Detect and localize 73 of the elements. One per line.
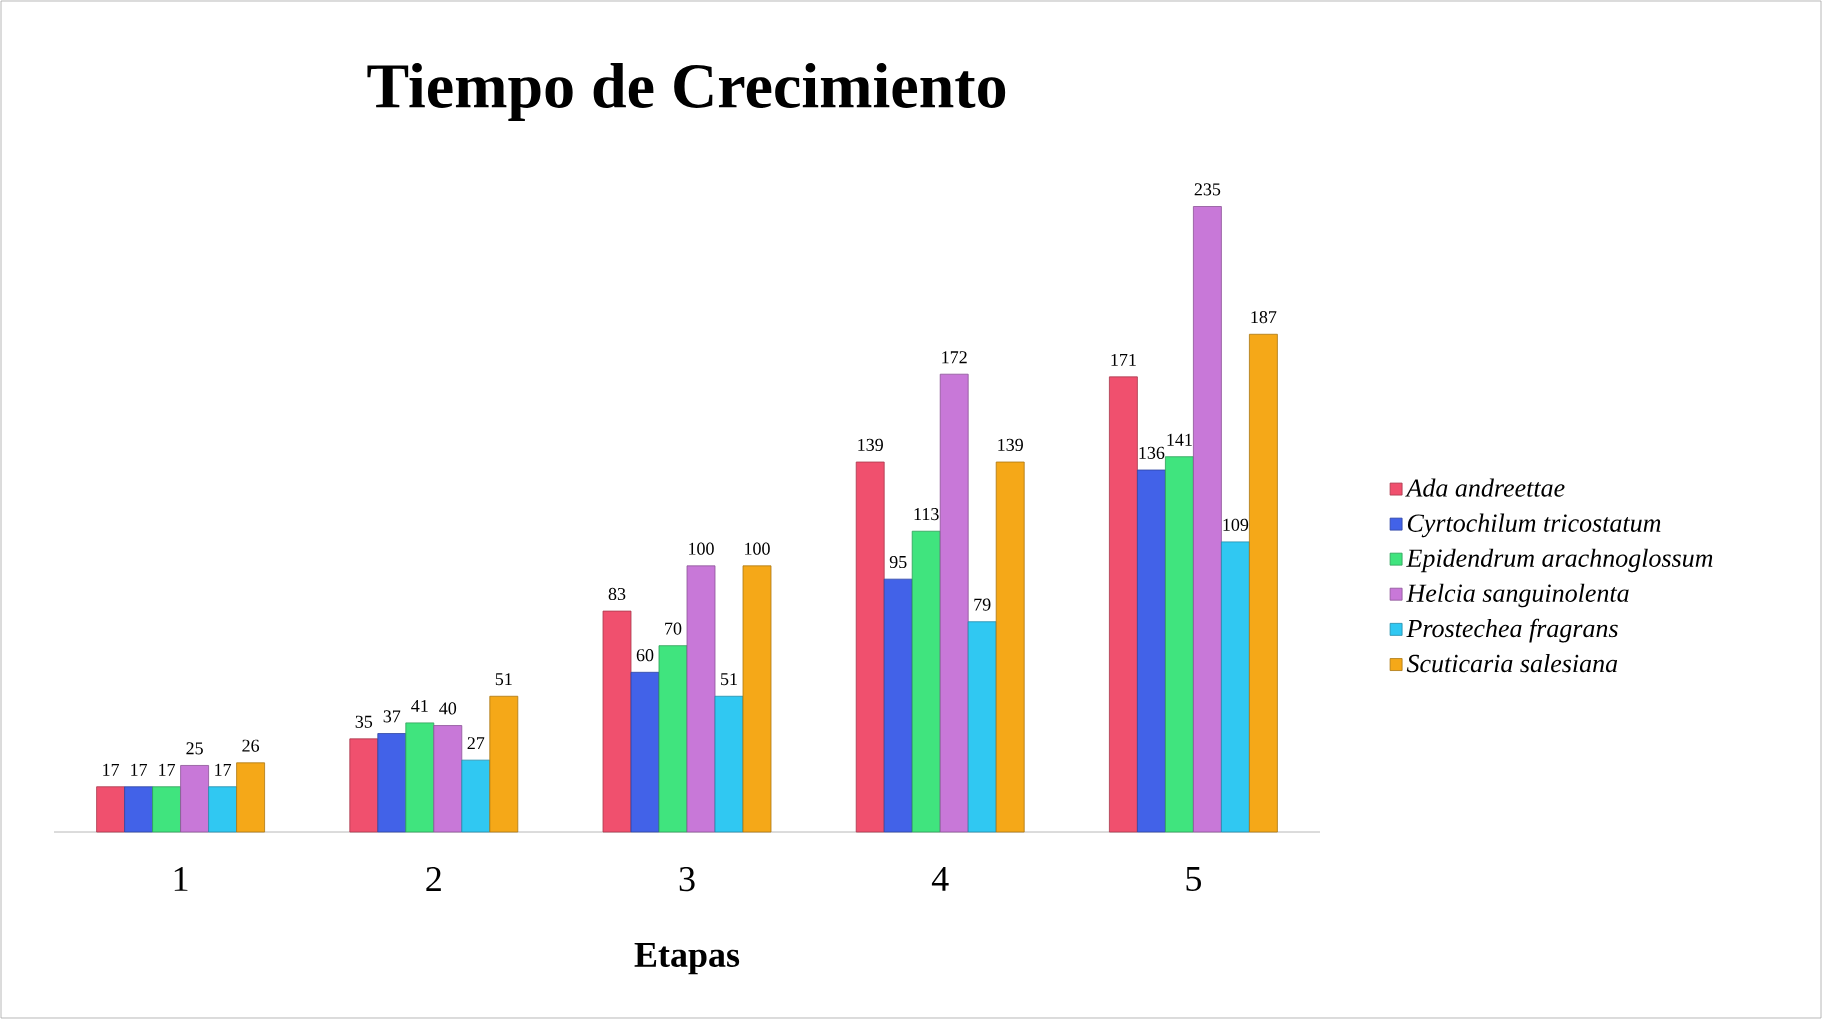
data-label: 79 (974, 598, 991, 611)
data-label: 139 (998, 438, 1023, 451)
data-label: 95 (889, 555, 907, 569)
bar (461, 759, 491, 833)
data-label: 17 (103, 763, 120, 776)
bar (1109, 376, 1138, 833)
data-label: 139 (858, 438, 883, 451)
bar (124, 786, 153, 833)
bar (180, 765, 209, 833)
bar (602, 610, 632, 833)
data-label: 51 (721, 673, 737, 686)
data-label: 40 (439, 702, 457, 715)
bar (1249, 333, 1278, 833)
data-label: 60 (636, 649, 654, 662)
bar (686, 565, 716, 833)
legend-label: Cyrtochilum tricostatum (1407, 513, 1661, 538)
data-label: 41 (411, 699, 428, 712)
bar (96, 786, 125, 833)
data-label: 136 (1139, 446, 1165, 459)
bar (742, 565, 772, 833)
x-axis-title: Etapas (634, 943, 740, 975)
data-label: 141 (1167, 433, 1192, 446)
data-label: 70 (665, 622, 682, 635)
legend-label: Epidendrum arachnoglossum (1406, 548, 1713, 573)
bar (1165, 456, 1194, 833)
data-label: 100 (689, 542, 714, 555)
bar (939, 373, 969, 833)
data-label: 113 (914, 508, 939, 521)
data-label: 100 (745, 542, 770, 555)
bar (405, 722, 435, 833)
bar (377, 733, 407, 833)
data-label: 26 (242, 739, 260, 752)
bar (489, 695, 519, 833)
bar (658, 645, 688, 833)
data-label: 37 (383, 710, 401, 723)
data-label: 83 (608, 587, 626, 601)
bar (1221, 541, 1250, 833)
legend-label: Ada andreettae (1405, 478, 1565, 497)
legend-label: Prostechea fragrans (1406, 618, 1618, 643)
bar (349, 738, 379, 833)
bar (433, 725, 463, 833)
x-tick-label: 4 (931, 867, 949, 891)
bar (995, 461, 1025, 833)
bar (630, 671, 660, 833)
data-label: 187 (1251, 311, 1277, 324)
x-tick-label: 1 (174, 867, 188, 891)
data-label: 17 (159, 763, 176, 776)
data-label: 27 (467, 737, 485, 750)
bar (1193, 206, 1222, 833)
bar (883, 578, 913, 833)
data-label: 25 (186, 742, 203, 755)
x-tick-label: 2 (426, 867, 441, 891)
x-tick-label: 5 (1186, 867, 1201, 891)
data-label: 109 (1223, 518, 1249, 531)
data-label: 172 (942, 351, 967, 364)
bar (236, 762, 265, 833)
bar (967, 621, 997, 833)
data-label: 17 (131, 763, 148, 776)
data-label: 51 (495, 673, 512, 686)
bar (152, 786, 181, 833)
x-tick-label: 3 (679, 867, 695, 892)
bar (1137, 469, 1166, 833)
legend-label: Scuticaria salesiana (1406, 654, 1618, 673)
bar (911, 530, 941, 833)
bar (855, 461, 885, 833)
data-label: 35 (355, 715, 373, 728)
data-label: 235 (1194, 183, 1221, 196)
bar (208, 786, 237, 833)
data-label: 17 (215, 763, 232, 776)
legend-label: Helcia sanguinolenta (1406, 583, 1629, 608)
bar (714, 695, 744, 833)
chart-title: Tiempo de Crecimiento (367, 62, 1006, 121)
data-label: 171 (1111, 353, 1136, 366)
